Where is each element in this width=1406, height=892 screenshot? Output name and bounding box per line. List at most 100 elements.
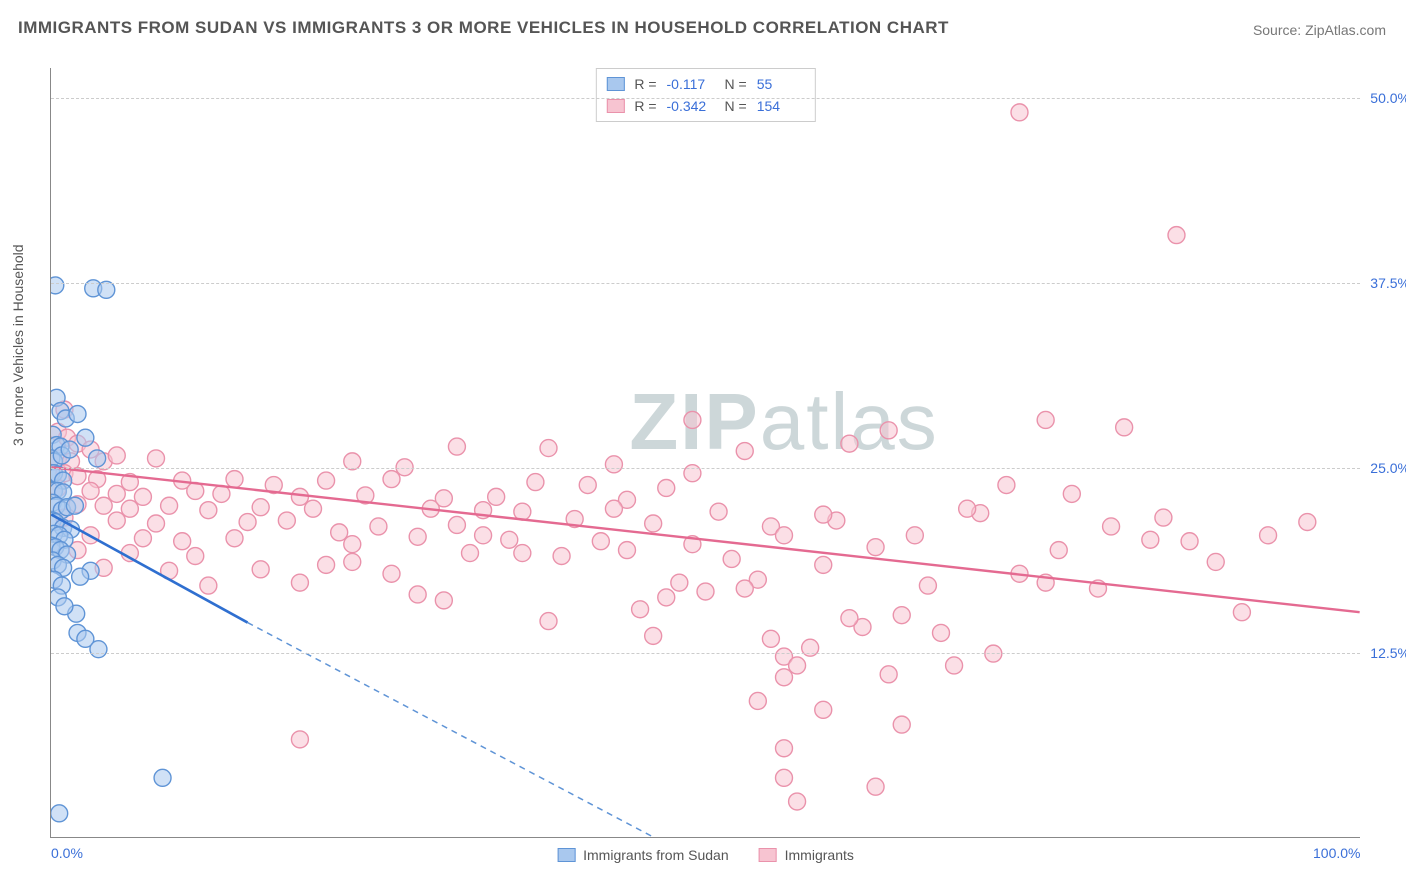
scatter-svg [51,68,1360,837]
scatter-point-immigrants [776,648,793,665]
scatter-point-immigrants [357,487,374,504]
r-value: -0.117 [667,73,715,95]
scatter-point-sudan [52,542,69,559]
scatter-point-immigrants [108,485,125,502]
scatter-point-immigrants [893,716,910,733]
scatter-point-immigrants [318,472,335,489]
scatter-point-immigrants [789,657,806,674]
scatter-point-immigrants [435,490,452,507]
scatter-point-immigrants [187,548,204,565]
scatter-point-immigrants [278,512,295,529]
scatter-point-immigrants [514,503,531,520]
legend-item: Immigrants [759,847,854,863]
scatter-point-immigrants [880,422,897,439]
scatter-point-immigrants [95,559,112,576]
scatter-point-sudan [61,441,78,458]
legend-item: Immigrants from Sudan [557,847,729,863]
legend-swatch [759,848,777,862]
scatter-point-immigrants [252,499,269,516]
scatter-point-immigrants [69,496,86,513]
scatter-point-sudan [53,447,70,464]
scatter-point-immigrants [226,530,243,547]
trendline-immigrants [51,467,1359,612]
scatter-point-sudan [51,512,61,529]
scatter-point-sudan [55,484,72,501]
scatter-point-sudan [51,525,62,542]
scatter-point-sudan [59,499,76,516]
scatter-point-sudan [52,438,69,455]
scatter-point-immigrants [527,474,544,491]
scatter-point-immigrants [710,503,727,520]
scatter-point-immigrants [854,619,871,636]
scatter-point-immigrants [134,530,151,547]
scatter-point-immigrants [56,401,73,418]
scatter-point-sudan [77,630,94,647]
scatter-point-sudan [57,410,74,427]
x-tick-label: 100.0% [1313,845,1360,861]
scatter-point-sudan [55,559,72,576]
correlation-chart: IMMIGRANTS FROM SUDAN VS IMMIGRANTS 3 OR… [0,0,1406,892]
scatter-point-immigrants [632,601,649,618]
scatter-point-immigrants [174,533,191,550]
scatter-point-immigrants [919,577,936,594]
scatter-point-immigrants [161,562,178,579]
scatter-point-sudan [55,472,72,489]
scatter-point-immigrants [906,527,923,544]
scatter-point-immigrants [789,793,806,810]
scatter-point-immigrants [174,472,191,489]
scatter-point-immigrants [291,731,308,748]
scatter-point-sudan [89,450,106,467]
scatter-point-sudan [98,281,115,298]
scatter-point-immigrants [867,778,884,795]
scatter-point-immigrants [69,435,86,452]
scatter-point-sudan [51,556,66,573]
scatter-point-sudan [68,605,85,622]
legend-label: Immigrants from Sudan [583,847,729,863]
scatter-point-sudan [51,482,62,499]
scatter-point-sudan [90,641,107,658]
scatter-point-immigrants [148,450,165,467]
scatter-point-immigrants [422,500,439,517]
scatter-point-immigrants [605,500,622,517]
stat-legend-box: R = -0.117 N = 55 R = -0.342 N = 154 [595,68,815,122]
scatter-point-immigrants [1142,531,1159,548]
scatter-point-immigrants [684,536,701,553]
scatter-point-immigrants [776,769,793,786]
scatter-point-immigrants [121,474,138,491]
scatter-point-immigrants [161,497,178,514]
scatter-point-immigrants [619,542,636,559]
scatter-point-immigrants [776,669,793,686]
scatter-point-immigrants [51,450,66,467]
scatter-point-immigrants [1090,580,1107,597]
x-tick-label: 0.0% [51,845,83,861]
scatter-point-immigrants [959,500,976,517]
watermark: ZIPatlas [629,376,938,468]
scatter-point-immigrants [645,627,662,644]
scatter-point-sudan [59,546,76,563]
scatter-point-sudan [82,562,99,579]
scatter-point-immigrants [749,692,766,709]
scatter-point-immigrants [841,610,858,627]
legend-swatch [606,77,624,91]
scatter-point-immigrants [344,536,361,553]
scatter-point-sudan [77,429,94,446]
scatter-point-immigrants [318,556,335,573]
scatter-point-sudan [51,539,64,556]
scatter-point-sudan [51,514,64,531]
scatter-point-immigrants [605,456,622,473]
scatter-point-immigrants [51,423,66,440]
scatter-point-immigrants [566,511,583,528]
scatter-point-immigrants [475,527,492,544]
scatter-point-immigrants [658,480,675,497]
plot-area: ZIPatlas R = -0.117 N = 55 R = -0.342 N … [50,68,1360,838]
scatter-point-immigrants [370,518,387,535]
scatter-point-immigrants [89,471,106,488]
y-tick-label: 12.5% [1365,645,1406,661]
scatter-point-immigrants [291,488,308,505]
scatter-point-immigrants [291,574,308,591]
scatter-point-immigrants [776,740,793,757]
legend-label: Immigrants [785,847,854,863]
scatter-point-immigrants [1181,533,1198,550]
scatter-point-immigrants [134,488,151,505]
scatter-point-immigrants [736,580,753,597]
